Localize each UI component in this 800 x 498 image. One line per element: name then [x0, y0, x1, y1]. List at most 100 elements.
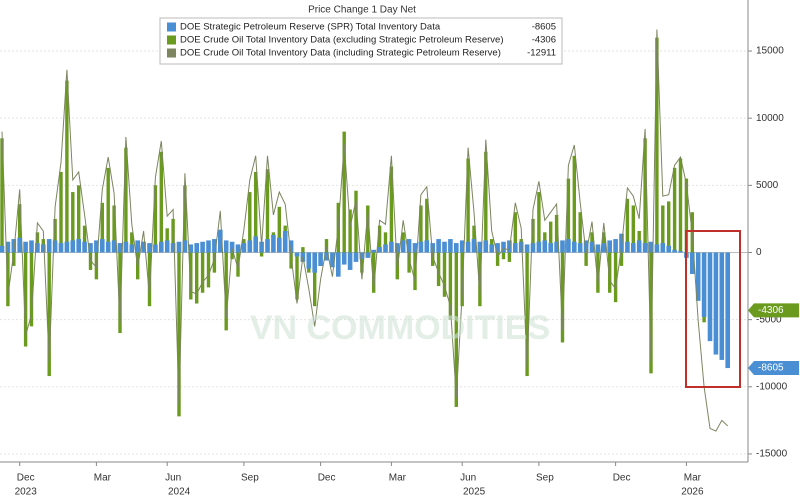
crude-bar: [236, 252, 240, 277]
spr-bar: [105, 241, 111, 253]
spr-bar: [188, 244, 194, 253]
crude-bar: [484, 151, 488, 253]
spr-bar: [336, 252, 341, 277]
spr-bar: [383, 244, 388, 253]
spr-bar: [518, 241, 524, 253]
total-line: [1, 29, 729, 432]
spr-bar: [725, 252, 730, 369]
crude-bar: [212, 252, 217, 273]
spr-bar: [465, 241, 471, 253]
spr-bar: [719, 252, 725, 360]
crude-bar: [631, 205, 635, 253]
value-tag-label: -4306: [758, 305, 784, 316]
x-tick-label: Dec: [613, 473, 631, 484]
spr-bar: [353, 252, 359, 262]
crude-bar: [419, 205, 423, 253]
crude-bar: [454, 252, 458, 407]
spr-bar: [147, 243, 152, 253]
spr-bar: [282, 231, 288, 253]
spr-bar: [583, 240, 589, 253]
crude-bar: [466, 158, 470, 253]
chart-title: Price Change 1 Day Net: [308, 5, 416, 16]
spr-bar: [341, 252, 347, 265]
spr-bar: [406, 239, 412, 253]
spr-bar: [371, 249, 376, 253]
crude-bar: [377, 225, 382, 253]
spr-bar: [135, 240, 140, 253]
crude-bar: [366, 205, 370, 253]
x-year-label: 2025: [463, 487, 486, 498]
spr-bar: [601, 243, 607, 253]
spr-bar: [613, 239, 618, 253]
crude-bar: [82, 225, 87, 253]
spr-bar: [129, 244, 135, 253]
crude-bar: [59, 171, 63, 253]
spr-bar: [223, 240, 229, 253]
x-tick-label: Sep: [536, 473, 554, 484]
spr-bar: [76, 239, 81, 253]
legend-value: -4306: [532, 35, 556, 46]
spr-bar: [64, 241, 70, 253]
crude-bar: [259, 252, 264, 257]
spr-bar: [501, 241, 506, 253]
crude-bar: [531, 218, 535, 253]
crude-bar: [65, 80, 69, 253]
crude-bar: [495, 252, 500, 266]
spr-bar: [436, 239, 441, 253]
spr-bar: [418, 241, 424, 253]
crude-bar: [572, 155, 576, 253]
crude-bar: [189, 252, 193, 300]
spr-bar: [82, 241, 87, 253]
x-tick-label: Jun: [460, 473, 476, 484]
crude-bar: [525, 252, 529, 377]
crude-bar: [301, 247, 305, 253]
legend-swatch: [167, 35, 176, 45]
spr-bar: [566, 239, 571, 253]
value-tag: [748, 303, 799, 318]
legend-swatch: [167, 48, 176, 58]
y-tick-label: -15000: [756, 449, 788, 460]
crude-bar: [159, 151, 163, 253]
value-tag: [748, 361, 799, 376]
legend-value: -8605: [532, 22, 556, 33]
crude-bar: [655, 37, 659, 253]
crude-bar: [112, 205, 116, 253]
x-tick-label: Jun: [165, 473, 181, 484]
y-tick-label: 15000: [756, 46, 784, 57]
crude-bar: [643, 138, 647, 253]
y-tick-label: 5000: [756, 180, 779, 191]
spr-bar: [17, 237, 22, 253]
y-tick-label: 10000: [756, 113, 784, 124]
crude-bar: [348, 209, 352, 253]
crude-bar: [360, 252, 364, 273]
x-year-label: 2024: [168, 487, 191, 498]
crude-bar: [124, 147, 128, 253]
spr-bar: [117, 243, 123, 253]
legend-label: DOE Crude Oil Total Inventory Data (excl…: [180, 35, 504, 46]
crude-bar: [560, 252, 565, 343]
spr-bar: [141, 241, 146, 253]
spr-bar: [164, 240, 170, 253]
crude-bar: [195, 252, 199, 304]
spr-bar: [5, 241, 11, 253]
spr-bar: [560, 240, 565, 253]
crude-bar: [678, 158, 683, 253]
crude-bar: [460, 252, 464, 307]
y-tick-label: -5000: [756, 314, 782, 325]
crude-bar: [77, 185, 81, 253]
spr-bar: [477, 241, 483, 253]
spr-bar: [530, 243, 536, 253]
crude-bar: [171, 218, 175, 253]
spr-bar: [100, 239, 105, 253]
crude-bar: [12, 252, 16, 266]
x-tick-label: Mar: [94, 473, 112, 484]
y-tick-label: 0: [756, 247, 762, 258]
spr-bar: [235, 244, 241, 253]
spr-bar: [524, 244, 530, 253]
spr-bar: [70, 240, 76, 253]
crude-bar: [478, 252, 482, 307]
crude-bar: [613, 252, 618, 303]
spr-bar: [577, 243, 583, 253]
spr-bar: [206, 240, 211, 253]
crude-bar: [625, 198, 630, 253]
